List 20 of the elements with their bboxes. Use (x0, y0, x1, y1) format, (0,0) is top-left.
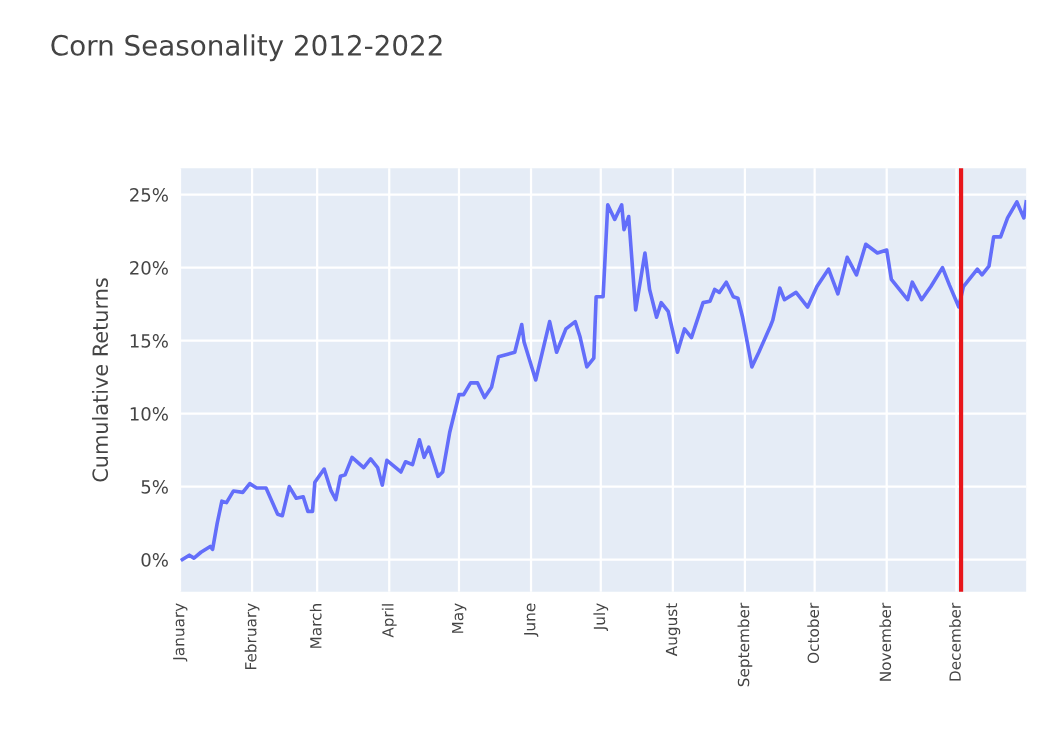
x-tick-label: January (173, 603, 188, 662)
y-tick-label: 5% (141, 480, 168, 494)
x-tick-label: November (879, 602, 892, 681)
chart-title: Corn Seasonality 2012-2022 (51, 34, 442, 62)
x-tick-label: April (381, 604, 397, 638)
x-tick-label: October (807, 602, 820, 664)
y-tick-label: 0% (141, 553, 168, 567)
y-tick-label: 20% (130, 261, 168, 275)
x-tick-label: June (524, 603, 539, 637)
x-tick-label: July (593, 603, 609, 632)
x-tick-label: September (737, 602, 753, 687)
y-axis-title: Cumulative Returns (91, 278, 109, 482)
x-tick-label: May (452, 603, 467, 633)
x-tick-label: August (665, 603, 681, 657)
x-tick-label: March (309, 604, 322, 648)
y-tick-label: 25% (130, 188, 168, 202)
y-tick-label: 15% (130, 334, 168, 348)
y-tick-label: 10% (130, 407, 168, 421)
x-tick-label: December (949, 602, 961, 681)
x-tick-label: February (244, 603, 260, 669)
